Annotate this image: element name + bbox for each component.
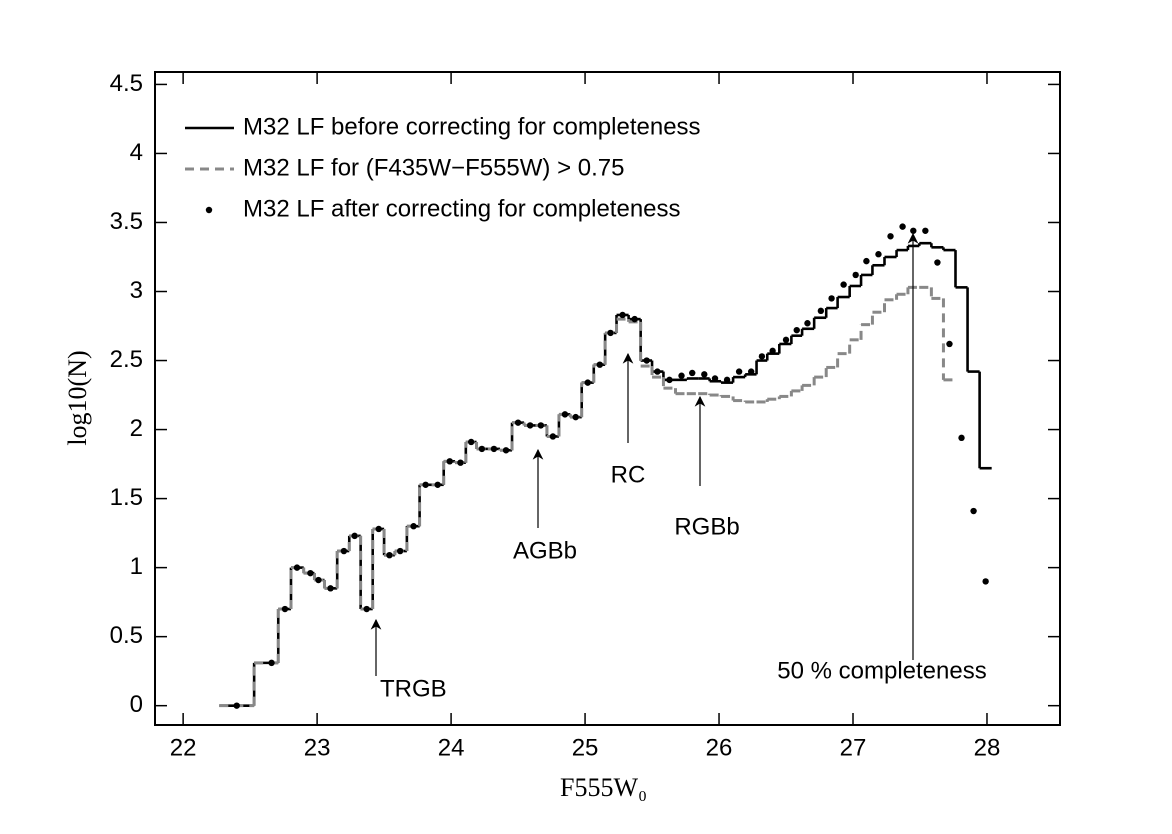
data-dot [666, 376, 673, 384]
data-dot [758, 353, 766, 360]
y-tick-label: 0.5 [110, 622, 143, 649]
y-tick-label: 4 [130, 139, 143, 166]
legend-label: M32 LF after correcting for completeness [243, 195, 681, 222]
data-dot [281, 605, 289, 613]
x-tick-label: 24 [438, 734, 465, 761]
data-dot [817, 307, 825, 315]
y-tick-label: 0 [130, 691, 143, 718]
y-tick-label: 2 [130, 415, 143, 442]
data-dot [478, 445, 486, 453]
data-dot [723, 376, 731, 384]
annotation-label: RC [611, 461, 646, 488]
annotation-label: 50 % completeness [777, 657, 986, 684]
annotation-label: RGBb [674, 513, 739, 540]
x-tick-label: 26 [706, 734, 733, 761]
data-dot [233, 702, 240, 709]
plot-frame [154, 71, 1061, 726]
data-dot [711, 375, 719, 382]
data-dot [689, 369, 696, 377]
data-dot [852, 271, 859, 279]
y-tick-label: 1.5 [110, 484, 143, 511]
data-dot [549, 433, 557, 440]
data-dot [863, 257, 870, 265]
data-dot [537, 422, 545, 429]
data-dot [327, 585, 334, 592]
data-dot [934, 259, 941, 266]
data-dot [804, 320, 811, 327]
data-dot [631, 315, 638, 323]
legend-label: M32 LF before correcting for completenes… [243, 113, 701, 140]
data-dot [840, 281, 847, 288]
data-dot [596, 361, 603, 368]
y-tick-label: 2.5 [110, 346, 143, 373]
data-dot [526, 422, 534, 429]
data-dot [446, 458, 453, 465]
data-dot [502, 447, 510, 454]
data-dot [982, 578, 989, 585]
x-axis-label: F555W₀ [560, 773, 647, 802]
data-dot [958, 434, 965, 442]
data-dot [747, 368, 755, 375]
data-dot [422, 481, 429, 488]
data-dot [782, 336, 790, 344]
x-tick-label: 28 [974, 734, 1001, 761]
x-tick-label: 23 [304, 734, 331, 761]
data-dot [619, 311, 626, 319]
data-dot [887, 233, 894, 240]
data-dot [293, 564, 301, 571]
data-dot [875, 251, 882, 258]
data-dot [340, 547, 348, 555]
data-dot [457, 459, 464, 466]
data-dot [514, 419, 522, 426]
y-tick-label: 4.5 [110, 70, 143, 97]
y-tick-label: 3.5 [110, 208, 143, 235]
annotation-label: TRGB [380, 675, 447, 702]
data-dot [572, 413, 579, 421]
y-axis-label: log10(N) [63, 350, 92, 445]
data-dot [268, 659, 275, 667]
data-dot [910, 227, 917, 234]
data-dot [410, 523, 417, 530]
data-dot [386, 551, 393, 559]
legend-label: M32 LF for (F435W−F555W) > 0.75 [243, 154, 624, 181]
annotation-label: AGBb [513, 537, 577, 564]
x-tick-label: 25 [572, 734, 599, 761]
data-dot [490, 445, 498, 453]
x-tick-label: 27 [840, 734, 867, 761]
data-dot [654, 368, 661, 375]
data-dot [678, 372, 685, 379]
data-dot [434, 481, 441, 488]
data-dot [561, 411, 569, 418]
x-tick-label: 22 [170, 734, 197, 761]
data-dot [899, 223, 906, 230]
data-dot [828, 295, 835, 302]
data-dot [701, 371, 708, 378]
data-dot [735, 368, 743, 375]
data-dot [467, 438, 475, 446]
data-dot [375, 525, 382, 533]
data-dot [307, 569, 314, 577]
data-dot [351, 532, 358, 540]
y-tick-label: 3 [130, 277, 143, 304]
legend-swatch [205, 206, 213, 214]
data-dot [315, 576, 322, 584]
data-dot [396, 547, 404, 555]
data-dot [793, 326, 800, 334]
data-dot [584, 379, 591, 386]
data-dot [607, 329, 614, 337]
data-dot [970, 507, 977, 515]
data-dot [946, 340, 953, 348]
data-dot [643, 357, 650, 364]
data-dot [363, 605, 370, 613]
data-dot [922, 227, 929, 234]
data-dot [769, 347, 776, 355]
y-tick-label: 1 [130, 553, 143, 580]
